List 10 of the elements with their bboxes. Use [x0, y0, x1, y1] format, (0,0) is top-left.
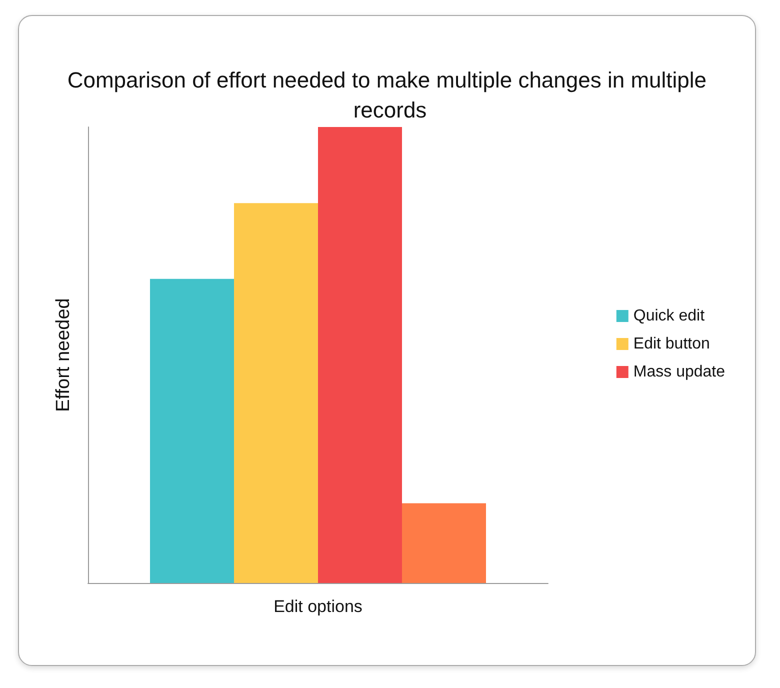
chart-title: Comparison of effort needed to make multiple changes in multiple records: [67, 68, 713, 122]
bar: [234, 203, 318, 583]
bar: [318, 127, 402, 583]
legend-label: Edit button: [633, 336, 710, 352]
y-axis-title: Effort needed: [53, 298, 74, 412]
x-axis-title: Edit options: [274, 597, 362, 616]
legend-label: Mass update: [633, 364, 726, 380]
bar: [150, 278, 234, 583]
legend-label: Quick edit: [633, 308, 706, 324]
bar: [402, 503, 486, 583]
